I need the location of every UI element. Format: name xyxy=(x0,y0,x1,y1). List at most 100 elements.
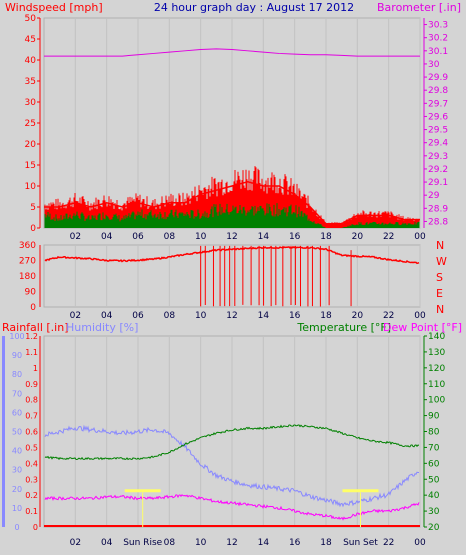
rain-ytick: 0.7 xyxy=(25,412,38,421)
temp-ytick: 40 xyxy=(428,491,440,501)
direction-ytick: 270 xyxy=(19,257,36,267)
rain-ytick: 0 xyxy=(33,523,38,532)
climate-xtick: 04 xyxy=(101,538,113,548)
humidity-ytick: 80 xyxy=(12,370,22,379)
wind-ytick: 25 xyxy=(25,119,36,129)
direction-ytick: 360 xyxy=(19,241,36,251)
humidity-ytick: 20 xyxy=(12,485,22,494)
plot-layer: 5045403530252015105030.330.230.13029.929… xyxy=(2,14,448,548)
wind-gust-envelope xyxy=(44,181,420,225)
wind-panel-xtick: 14 xyxy=(258,232,270,242)
humidity-ytick: 30 xyxy=(12,466,22,475)
dewpoint-axis-title: Dew Point [°F] xyxy=(383,321,462,334)
wind-direction-wrap xyxy=(200,245,352,307)
rain-ytick: 0.2 xyxy=(25,491,38,500)
direction-panel-xtick: 04 xyxy=(101,311,113,321)
barometer-series xyxy=(44,48,420,57)
climate-xtick: 08 xyxy=(164,538,176,548)
rainfall-axis-title: Rainfall [.in] xyxy=(2,321,69,334)
rain-ytick: 1 xyxy=(33,364,38,373)
climate-xtick: 12 xyxy=(226,538,237,548)
barometer-ytick: 29 xyxy=(428,191,440,201)
direction-panel-xtick: 12 xyxy=(226,311,237,321)
wind-ytick: 10 xyxy=(25,182,37,192)
temp-ytick: 130 xyxy=(428,348,445,358)
wind-panel-xtick: 22 xyxy=(383,232,394,242)
rain-ytick: 0.8 xyxy=(25,396,38,405)
direction-panel-xtick: 06 xyxy=(132,311,144,321)
direction-ytick: 90 xyxy=(25,288,37,298)
climate-xtick: 18 xyxy=(320,538,332,548)
humidity-ytick: 50 xyxy=(12,428,22,437)
sun-label: Sun Set xyxy=(343,538,378,548)
wind-panel-xtick: 18 xyxy=(320,232,332,242)
humidity-ytick: 70 xyxy=(12,389,22,398)
temp-ytick: 20 xyxy=(428,523,440,533)
temp-ytick: 70 xyxy=(428,443,440,453)
wind-direction-series xyxy=(44,245,420,265)
barometer-ytick: 29.1 xyxy=(428,178,448,188)
temperature-axis-title: Temperature [°F] xyxy=(296,321,391,334)
temp-ytick: 80 xyxy=(428,428,440,438)
direction-panel-xtick: 20 xyxy=(352,311,364,321)
direction-ytick: 180 xyxy=(19,272,36,282)
barometer-ytick: 30.3 xyxy=(428,21,448,31)
climate-xtick: 16 xyxy=(289,538,301,548)
wind-axis-title: Windspeed [mph] xyxy=(5,1,103,14)
climate-xtick: 10 xyxy=(195,538,207,548)
temp-ytick: 30 xyxy=(428,507,440,517)
temp-ytick: 90 xyxy=(428,412,440,422)
barometer-ytick: 29.3 xyxy=(428,152,448,162)
barometer-ytick: 28.9 xyxy=(428,204,448,214)
direction-panel-xtick: 16 xyxy=(289,311,301,321)
barometer-ytick: 29.4 xyxy=(428,139,448,149)
temp-ytick: 110 xyxy=(428,380,445,390)
wind-ytick: 20 xyxy=(25,140,37,150)
wind-panel-xtick: 12 xyxy=(226,232,237,242)
rain-ytick: 0.4 xyxy=(25,459,38,468)
barometer-ytick: 28.8 xyxy=(428,217,448,227)
humidity-ytick: 90 xyxy=(12,351,22,360)
wind-panel-xtick: 02 xyxy=(70,232,81,242)
temp-ytick: 100 xyxy=(428,396,445,406)
rain-ytick: 0.5 xyxy=(25,443,38,452)
direction-panel-xtick: 08 xyxy=(164,311,176,321)
wind-ytick: 5 xyxy=(30,203,36,213)
wind-panel-xtick: 20 xyxy=(352,232,364,242)
wind-panel-xtick: 08 xyxy=(164,232,176,242)
humidity-ytick: 60 xyxy=(12,408,22,417)
climate-xtick: 22 xyxy=(383,538,394,548)
temp-ytick: 50 xyxy=(428,475,440,485)
wind-ytick: 50 xyxy=(25,14,37,24)
humidity-ytick: 40 xyxy=(12,447,22,456)
wind-panel-xtick: 04 xyxy=(101,232,113,242)
humidity-ytick: 0 xyxy=(14,523,19,532)
humidity-axis-title: Humidity [%] xyxy=(66,321,138,334)
compass-label: S xyxy=(436,271,443,284)
compass-label: N xyxy=(436,303,444,316)
chart-title: 24 hour graph day : August 17 2012 xyxy=(154,1,354,14)
humidity-series xyxy=(44,424,420,508)
wind-panel-xtick: 00 xyxy=(414,232,426,242)
rain-ytick: 1.2 xyxy=(25,332,38,341)
wind-ytick: 35 xyxy=(25,77,36,87)
rain-ytick: 0.3 xyxy=(25,475,38,484)
barometer-axis-title: Barometer [.in] xyxy=(377,1,461,14)
direction-panel-xtick: 10 xyxy=(195,311,207,321)
humidity-axis-bar xyxy=(2,336,5,527)
direction-panel-xtick: 22 xyxy=(383,311,394,321)
wind-panel-xtick: 10 xyxy=(195,232,207,242)
climate-xtick: 02 xyxy=(70,538,81,548)
compass-label: N xyxy=(436,239,444,252)
barometer-ytick: 29.8 xyxy=(428,86,448,96)
barometer-ytick: 30.2 xyxy=(428,34,448,44)
barometer-ytick: 30 xyxy=(428,60,440,70)
wind-panel-xtick: 16 xyxy=(289,232,301,242)
wind-panel-xtick: 06 xyxy=(132,232,144,242)
barometer-ytick: 29.2 xyxy=(428,165,448,175)
direction-panel-xtick: 14 xyxy=(258,311,270,321)
temp-ytick: 120 xyxy=(428,364,445,374)
rain-ytick: 0.1 xyxy=(25,507,38,516)
